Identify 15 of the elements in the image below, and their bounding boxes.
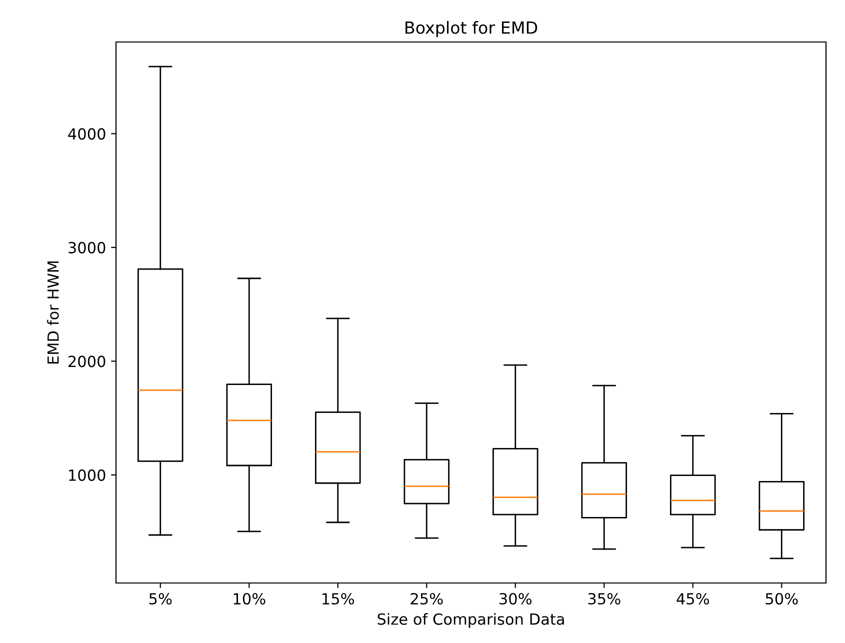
x-axis-title: Size of Comparison Data [378, 613, 564, 628]
x-tick-label: 35% [588, 592, 620, 605]
y-tick-label: 3000 [68, 242, 106, 254]
y-tick-label: 2000 [68, 356, 106, 368]
y-axis-title: EMD for HWM [47, 261, 59, 364]
y-tick-label: 1000 [69, 469, 106, 481]
chart-title: Boxplot for EMD [406, 21, 538, 38]
y-tick-label: 4000 [68, 128, 106, 140]
x-tick-label: 5% [149, 592, 172, 605]
x-tick-label: 30% [500, 592, 532, 605]
x-tick-label: 25% [410, 592, 443, 605]
x-tick-label: 45% [676, 592, 710, 605]
x-tick-label: 10% [234, 592, 266, 605]
x-tick-label: 50% [766, 592, 798, 605]
x-tick-label: 15% [322, 592, 354, 605]
